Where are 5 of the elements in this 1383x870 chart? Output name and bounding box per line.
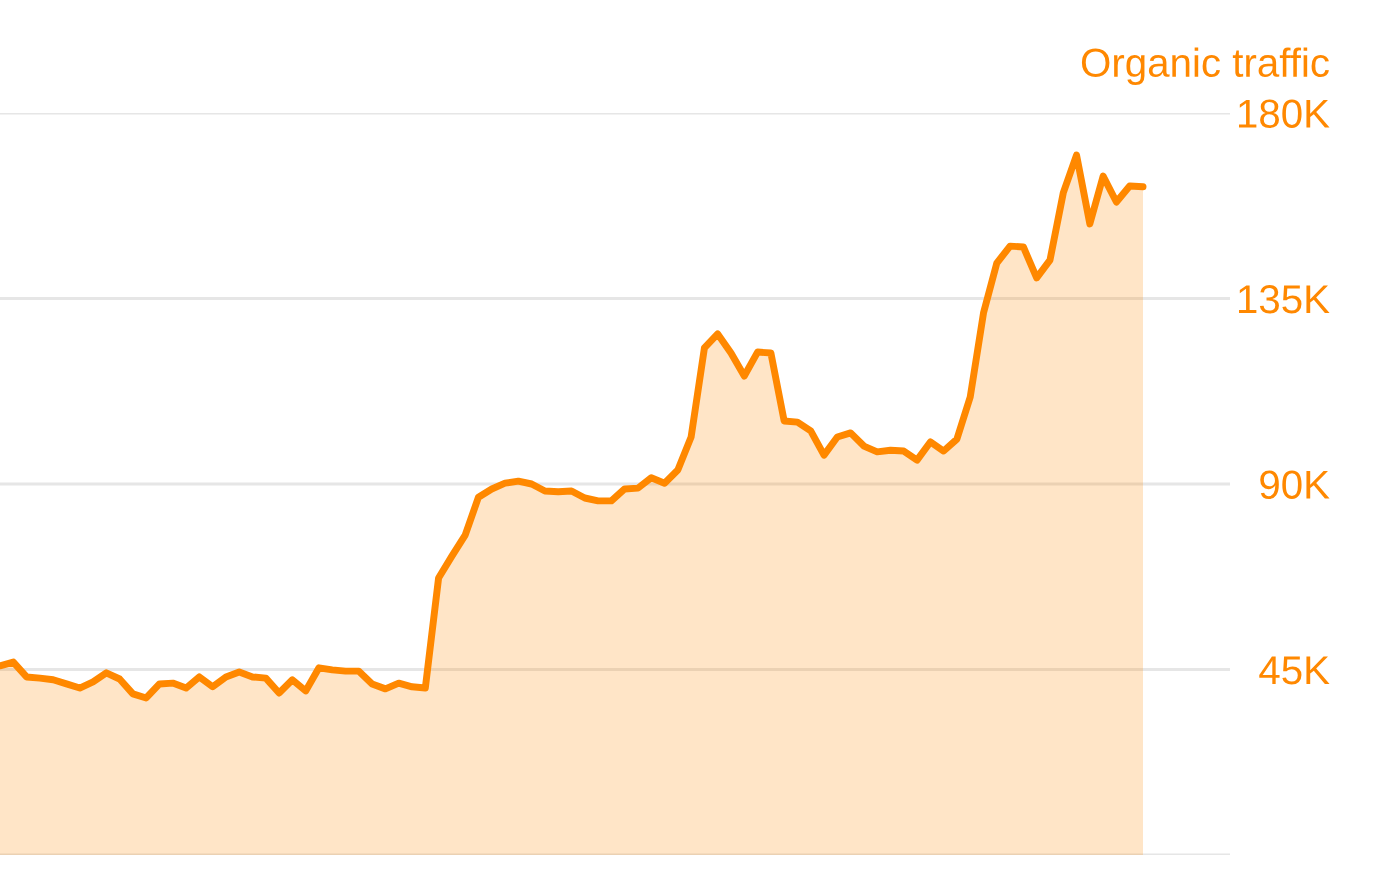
y-tick-label: 90K	[1260, 470, 1330, 499]
y-tick-label: 135K	[1239, 284, 1330, 314]
series-label: Organic traffic	[1081, 47, 1329, 85]
y-tick-label: 45K	[1259, 656, 1330, 685]
y-tick-label: 180K	[1239, 99, 1330, 128]
